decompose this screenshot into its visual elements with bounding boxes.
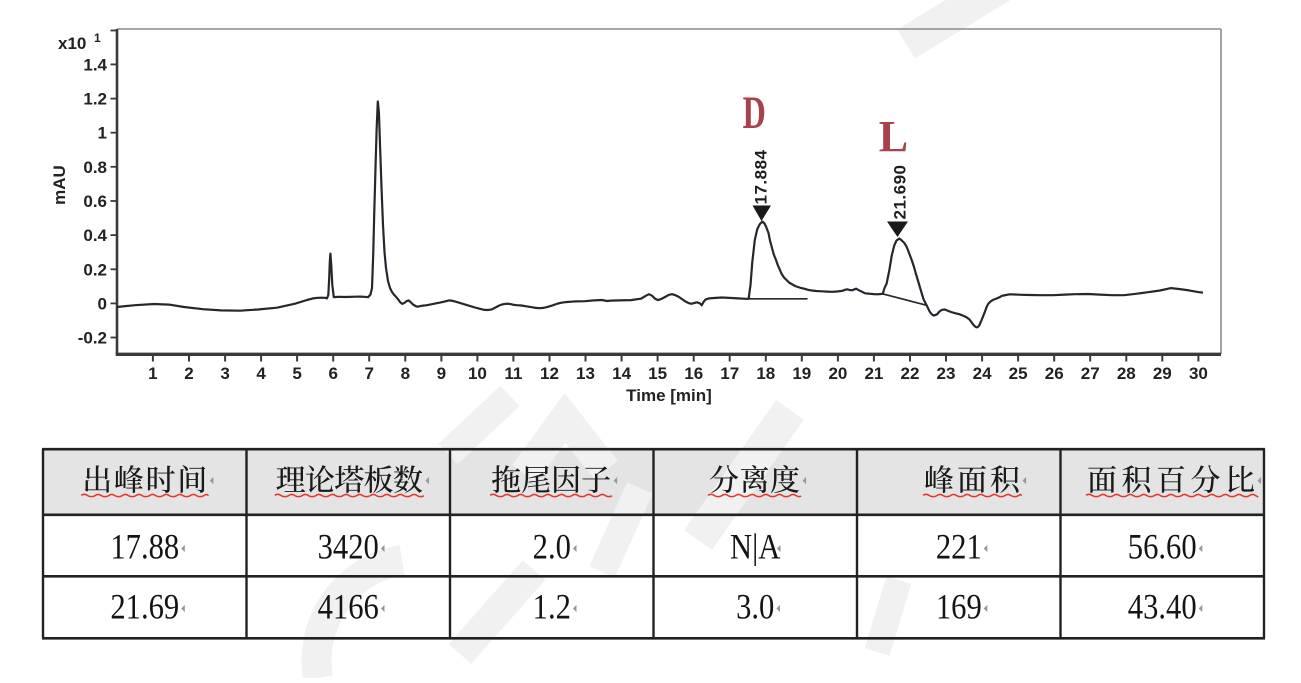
svg-text:3: 3 <box>220 364 229 383</box>
svg-text:2.0: 2.0 <box>533 527 571 567</box>
svg-text:17.88: 17.88 <box>110 527 179 567</box>
svg-text:5: 5 <box>292 364 301 383</box>
svg-text:43.40: 43.40 <box>1128 587 1197 627</box>
svg-text:20: 20 <box>828 364 847 383</box>
svg-text:21: 21 <box>864 364 883 383</box>
svg-text:29: 29 <box>1153 364 1172 383</box>
svg-text:Time [min]: Time [min] <box>626 386 712 405</box>
svg-text:3420: 3420 <box>318 527 379 567</box>
svg-text:23: 23 <box>937 364 956 383</box>
svg-text:8: 8 <box>401 364 410 383</box>
svg-text:6: 6 <box>328 364 337 383</box>
svg-text:1.2: 1.2 <box>83 90 107 109</box>
svg-text:13: 13 <box>576 364 595 383</box>
svg-text:0.8: 0.8 <box>83 158 107 177</box>
svg-text:169: 169 <box>936 587 982 627</box>
svg-text:56.60: 56.60 <box>1128 527 1197 567</box>
svg-text:221: 221 <box>936 527 982 567</box>
svg-text:22: 22 <box>901 364 920 383</box>
svg-text:24: 24 <box>973 364 992 383</box>
svg-text:4: 4 <box>256 364 266 383</box>
svg-text:27: 27 <box>1081 364 1100 383</box>
svg-text:1: 1 <box>98 124 107 143</box>
svg-text:0: 0 <box>98 294 107 313</box>
svg-text:21.690: 21.690 <box>891 165 910 220</box>
svg-text:x10: x10 <box>58 34 86 53</box>
svg-text:1: 1 <box>148 364 157 383</box>
svg-text:1: 1 <box>94 31 101 45</box>
svg-text:N|A: N|A <box>730 527 780 567</box>
svg-text:L: L <box>879 112 908 161</box>
svg-text:15: 15 <box>648 364 667 383</box>
svg-text:2: 2 <box>184 364 193 383</box>
svg-text:28: 28 <box>1117 364 1136 383</box>
svg-text:0.4: 0.4 <box>83 226 107 245</box>
svg-text:12: 12 <box>540 364 559 383</box>
svg-text:1.2: 1.2 <box>533 587 571 627</box>
svg-text:1.4: 1.4 <box>83 55 107 74</box>
svg-text:7: 7 <box>364 364 373 383</box>
svg-text:16: 16 <box>684 364 703 383</box>
svg-text:11: 11 <box>504 364 522 383</box>
svg-text:0.6: 0.6 <box>83 192 107 211</box>
svg-text:17: 17 <box>720 364 739 383</box>
svg-text:mAU: mAU <box>50 165 69 205</box>
svg-text:10: 10 <box>468 364 487 383</box>
svg-text:0.2: 0.2 <box>83 260 107 279</box>
svg-text:3.0: 3.0 <box>736 587 774 627</box>
svg-text:26: 26 <box>1045 364 1064 383</box>
svg-text:25: 25 <box>1009 364 1028 383</box>
svg-text:D: D <box>743 86 766 138</box>
svg-text:14: 14 <box>612 364 631 383</box>
svg-text:-0.2: -0.2 <box>78 329 107 348</box>
svg-text:21.69: 21.69 <box>110 587 179 627</box>
svg-text:9: 9 <box>437 364 446 383</box>
svg-text:17.884: 17.884 <box>752 149 771 204</box>
svg-text:4166: 4166 <box>318 587 379 627</box>
svg-text:30: 30 <box>1189 364 1208 383</box>
svg-text:18: 18 <box>756 364 775 383</box>
svg-text:19: 19 <box>792 364 811 383</box>
